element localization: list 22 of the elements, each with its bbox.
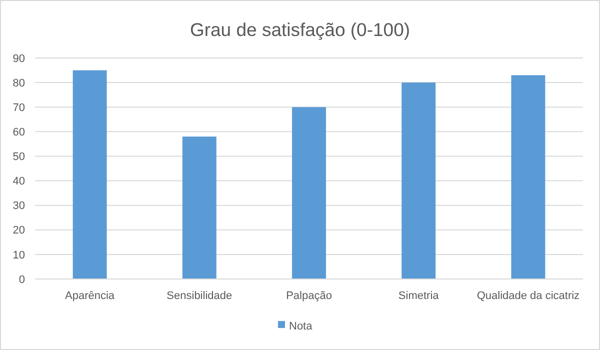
bar bbox=[72, 70, 107, 279]
y-tick-label: 10 bbox=[12, 249, 25, 262]
y-tick-label: 90 bbox=[12, 52, 25, 65]
x-tick-label: Qualidade da cicatriz bbox=[476, 290, 580, 302]
x-tick-label: Sensibilidade bbox=[166, 290, 232, 302]
y-tick-label: 50 bbox=[12, 151, 25, 164]
y-tick-label: 40 bbox=[12, 176, 25, 188]
y-tick-label: 0 bbox=[18, 274, 25, 286]
y-tick-label: 80 bbox=[12, 77, 25, 90]
y-tick-label: 20 bbox=[12, 224, 25, 237]
legend-label: Nota bbox=[289, 320, 314, 332]
y-tick-label: 70 bbox=[12, 102, 25, 114]
x-tick-label: Palpação bbox=[286, 290, 332, 302]
x-tick-label: Aparência bbox=[65, 290, 116, 302]
bar bbox=[402, 82, 436, 279]
y-tick-label: 60 bbox=[12, 126, 25, 139]
bar bbox=[511, 75, 546, 279]
x-tick-label: Simetria bbox=[398, 290, 440, 302]
bar bbox=[182, 136, 216, 279]
bar bbox=[292, 107, 326, 279]
chart-title: Grau de satisfação (0-100) bbox=[190, 19, 410, 40]
y-tick-label: 30 bbox=[12, 200, 25, 212]
